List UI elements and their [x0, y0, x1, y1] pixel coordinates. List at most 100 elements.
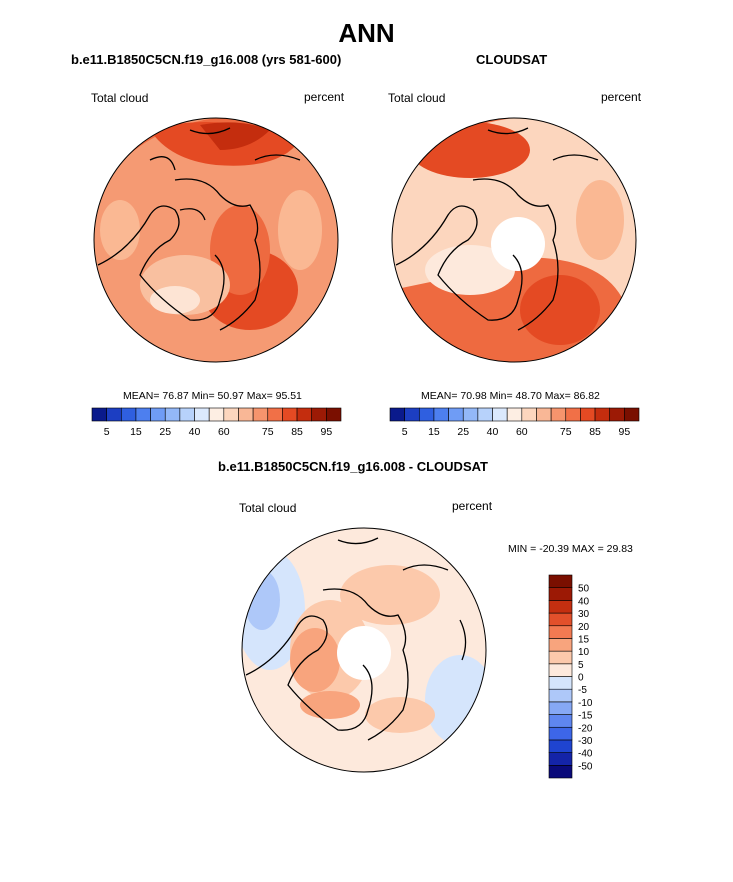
colorbar-tick-label: -30 — [578, 736, 593, 747]
colorbar-swatch — [106, 407, 122, 422]
colorbar-swatch — [223, 407, 239, 422]
colorbar-swatch — [548, 650, 573, 665]
panel1-subtitle: b.e11.B1850C5CN.f19_g16.008 (yrs 581-600… — [71, 52, 342, 67]
colorbar-swatch — [609, 407, 625, 422]
colorbar-swatch — [548, 688, 573, 703]
panel2-colorbar: 5 15 25 40 60 75 85 95 — [389, 407, 640, 438]
colorbar-swatch — [120, 407, 137, 422]
colorbar-tick-label: 30 — [578, 609, 590, 620]
panel2-coastlines — [395, 127, 599, 331]
panel3-variable-label: Total cloud — [239, 501, 297, 515]
colorbar-swatch — [433, 407, 449, 422]
colorbar-swatch — [418, 407, 435, 422]
colorbar-tick-label: 20 — [578, 622, 590, 633]
colorbar-swatch — [506, 407, 523, 422]
colorbar-swatch — [296, 407, 313, 422]
panel1-colorbar: 5 15 25 40 60 75 85 95 — [91, 407, 342, 438]
colorbar-swatch — [521, 407, 537, 422]
colorbar-tick-label: 85 — [589, 426, 601, 438]
panel2-stats: MEAN= 70.98 Min= 48.70 Max= 86.82 — [421, 390, 600, 402]
colorbar-swatch — [594, 407, 611, 422]
colorbar-tick-label: -20 — [578, 723, 593, 734]
panel2-map — [392, 118, 636, 362]
colorbar-swatch — [135, 407, 151, 422]
colorbar-swatch — [492, 407, 508, 422]
colorbar-swatch — [404, 407, 420, 422]
colorbar-tick-label: -10 — [578, 698, 593, 709]
colorbar-tick-label: 40 — [487, 426, 499, 438]
panel1-map — [94, 118, 338, 362]
colorbar-swatch — [565, 407, 581, 422]
colorbar-swatch — [624, 407, 640, 422]
colorbar-tick-label: -40 — [578, 749, 593, 760]
panel2-variable-label: Total cloud — [388, 91, 446, 105]
colorbar-tick-label: 15 — [428, 426, 440, 438]
colorbar-swatch — [548, 574, 573, 588]
colorbar-swatch — [548, 663, 573, 677]
colorbar-tick-label: 75 — [262, 426, 274, 438]
colorbar-swatch — [164, 407, 181, 422]
colorbar-tick-label: 25 — [159, 426, 171, 438]
colorbar-swatch — [462, 407, 479, 422]
colorbar-tick-label: 25 — [457, 426, 469, 438]
colorbar-tick-label: 85 — [291, 426, 303, 438]
colorbar-swatch — [580, 407, 596, 422]
colorbar-swatch — [326, 407, 342, 422]
panel3-subtitle: b.e11.B1850C5CN.f19_g16.008 - CLOUDSAT — [218, 459, 488, 474]
colorbar-swatch — [536, 407, 552, 422]
colorbar-swatch — [208, 407, 225, 422]
colorbar-tick-label: 95 — [321, 426, 333, 438]
colorbar-swatch — [548, 739, 573, 753]
colorbar-tick-label: -15 — [578, 711, 593, 722]
colorbar-swatch — [179, 407, 195, 422]
colorbar-tick-label: 5 — [104, 426, 110, 438]
colorbar-swatch — [548, 714, 573, 728]
colorbar-swatch — [548, 638, 573, 652]
colorbar-swatch — [548, 726, 573, 741]
colorbar-tick-label: 5 — [402, 426, 408, 438]
colorbar-tick-label: 60 — [516, 426, 528, 438]
colorbar-swatch — [389, 407, 405, 422]
colorbar-tick-label: 15 — [130, 426, 142, 438]
colorbar-swatch — [548, 600, 573, 614]
panel3-stats: MIN = -20.39 MAX = 29.83 — [508, 543, 633, 555]
colorbar-tick-label: 50 — [578, 584, 590, 595]
panel2-subtitle: CLOUDSAT — [476, 52, 548, 67]
colorbar-swatch — [150, 407, 166, 422]
colorbar-swatch — [548, 701, 573, 715]
colorbar-swatch — [238, 407, 254, 422]
colorbar-tick-label: -50 — [578, 761, 593, 772]
colorbar-swatch — [548, 625, 573, 639]
colorbar-tick-label: -5 — [578, 685, 587, 696]
colorbar-tick-label: 60 — [218, 426, 230, 438]
colorbar-tick-label: 10 — [578, 647, 590, 658]
panel2-units-label: percent — [601, 90, 642, 104]
colorbar-swatch — [194, 407, 210, 422]
colorbar-tick-label: 5 — [578, 660, 584, 671]
colorbar-tick-label: 75 — [560, 426, 572, 438]
panel3-coastlines — [245, 537, 467, 741]
panel3-units-label: percent — [452, 499, 493, 513]
colorbar-swatch — [282, 407, 298, 422]
panel1-stats: MEAN= 76.87 Min= 50.97 Max= 95.51 — [123, 390, 302, 402]
colorbar-tick-label: 40 — [578, 596, 590, 607]
panel3-border — [241, 527, 487, 773]
colorbar-tick-label: 0 — [578, 673, 584, 684]
colorbar-tick-label: 15 — [578, 634, 590, 645]
colorbar-swatch — [252, 407, 269, 422]
panel3-map — [242, 528, 486, 772]
panel1-units-label: percent — [304, 90, 345, 104]
panel1-border — [93, 117, 339, 363]
colorbar-swatch — [548, 612, 573, 627]
colorbar-swatch — [550, 407, 567, 422]
panel1-variable-label: Total cloud — [91, 91, 149, 105]
colorbar-swatch — [477, 407, 493, 422]
colorbar-swatch — [448, 407, 464, 422]
colorbar-tick-label: 95 — [619, 426, 631, 438]
panel1-coastlines — [97, 127, 301, 331]
colorbar-tick-label: 40 — [189, 426, 201, 438]
colorbar-swatch — [548, 765, 573, 779]
panel2-border — [391, 117, 637, 363]
colorbar-swatch — [548, 587, 573, 601]
